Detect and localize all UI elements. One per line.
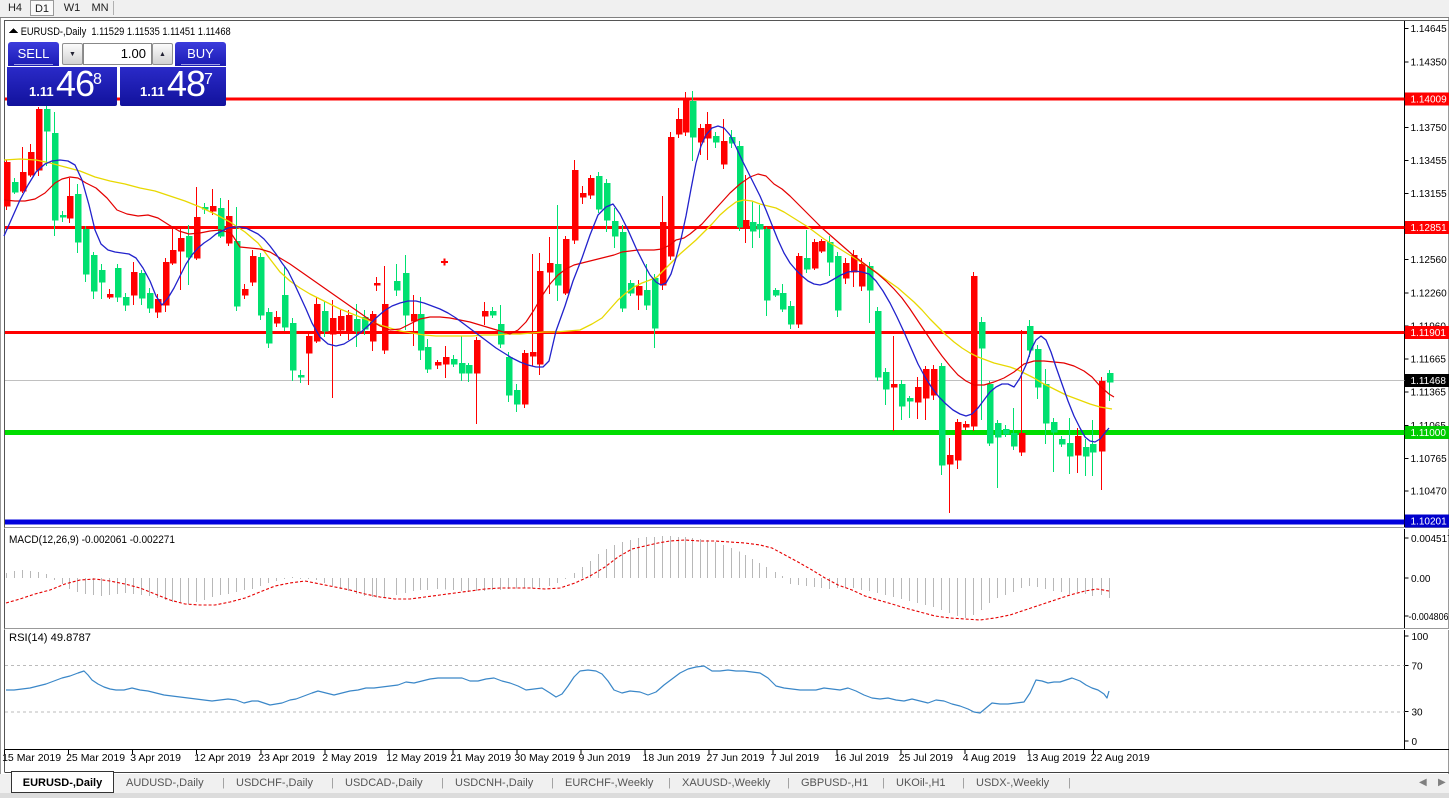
svg-text:1.11365: 1.11365 [1411, 388, 1447, 399]
svg-text:1.10765: 1.10765 [1411, 454, 1448, 465]
svg-text:21 May 2019: 21 May 2019 [450, 752, 511, 764]
svg-text:RSI(14) 49.8787: RSI(14) 49.8787 [9, 632, 91, 644]
svg-text:EURUSD-,Daily 1.11529 1.11535: EURUSD-,Daily 1.11529 1.11535 1.11451 1.… [21, 26, 231, 38]
svg-text:25 Mar 2019: 25 Mar 2019 [66, 752, 125, 764]
svg-text:23 Apr 2019: 23 Apr 2019 [258, 752, 315, 764]
svg-text:1.11468: 1.11468 [1411, 376, 1447, 387]
svg-text:13 Aug 2019: 13 Aug 2019 [1027, 752, 1086, 764]
svg-text:18 Jun 2019: 18 Jun 2019 [643, 752, 701, 764]
svg-text:70: 70 [1412, 662, 1424, 673]
svg-text:1.12560: 1.12560 [1411, 255, 1448, 266]
svg-text:1.13155: 1.13155 [1411, 189, 1448, 200]
svg-text:9 Jun 2019: 9 Jun 2019 [579, 752, 631, 764]
svg-text:22 Aug 2019: 22 Aug 2019 [1091, 752, 1150, 764]
svg-text:1.11665: 1.11665 [1411, 354, 1447, 365]
svg-text:12 Apr 2019: 12 Apr 2019 [194, 752, 251, 764]
svg-text:27 Jun 2019: 27 Jun 2019 [707, 752, 765, 764]
svg-text:1.11901: 1.11901 [1411, 328, 1447, 339]
svg-text:3 Apr 2019: 3 Apr 2019 [130, 752, 181, 764]
svg-text:0: 0 [1412, 737, 1418, 748]
svg-text:30: 30 [1412, 708, 1424, 719]
svg-text:1.14009: 1.14009 [1411, 95, 1448, 106]
svg-text:1.10470: 1.10470 [1411, 487, 1448, 498]
svg-text:1.12851: 1.12851 [1411, 223, 1448, 234]
svg-text:25 Jul 2019: 25 Jul 2019 [899, 752, 953, 764]
svg-text:0.00: 0.00 [1411, 574, 1431, 585]
svg-text:2 May 2019: 2 May 2019 [322, 752, 377, 764]
svg-text:4 Aug 2019: 4 Aug 2019 [963, 752, 1016, 764]
svg-text:1.13455: 1.13455 [1411, 156, 1448, 167]
svg-text:30 May 2019: 30 May 2019 [514, 752, 575, 764]
svg-text:1.14350: 1.14350 [1411, 58, 1448, 69]
svg-text:0.004517: 0.004517 [1411, 534, 1449, 545]
svg-text:7 Jul 2019: 7 Jul 2019 [771, 752, 820, 764]
svg-text:1.14645: 1.14645 [1411, 24, 1448, 35]
svg-text:1.12260: 1.12260 [1411, 288, 1448, 299]
svg-text:-0.004806: -0.004806 [1409, 612, 1449, 623]
svg-text:MACD(12,26,9) -0.002061 -0.002: MACD(12,26,9) -0.002061 -0.002271 [9, 534, 175, 546]
svg-text:16 Jul 2019: 16 Jul 2019 [835, 752, 889, 764]
svg-text:1.10201: 1.10201 [1411, 517, 1448, 528]
svg-text:12 May 2019: 12 May 2019 [386, 752, 447, 764]
svg-text:100: 100 [1412, 632, 1429, 643]
svg-text:1.13750: 1.13750 [1411, 123, 1448, 134]
svg-text:15 Mar 2019: 15 Mar 2019 [2, 752, 61, 764]
svg-text:1.11000: 1.11000 [1411, 428, 1447, 439]
